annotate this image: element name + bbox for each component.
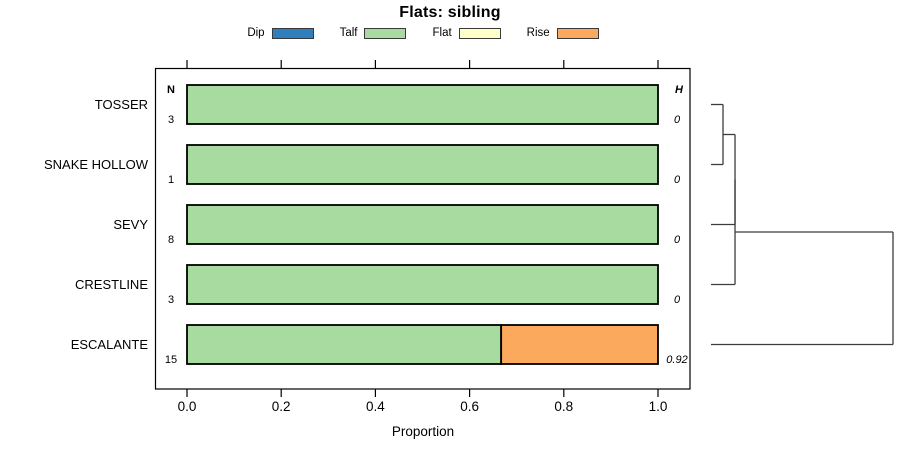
chart-title: Flats: sibling [399,4,501,21]
legend-item-talf: Talf [340,27,407,39]
legend-label-talf: Talf [339,27,358,39]
x-tick-label: 0.4 [366,399,385,414]
legend-swatch-flat [458,27,501,39]
bar-segment-talf [186,204,659,245]
legend-item-rise: Rise [527,27,599,39]
n-column-header: N [167,84,175,96]
x-tick-label: 0.6 [460,399,479,414]
plot-frame [154,67,691,390]
x-tick-label: 0.0 [178,399,197,414]
h-column-header: H [675,84,683,96]
legend: Dip Talf Flat Rise [155,26,691,40]
legend-label-flat: Flat [432,27,452,39]
bar-segment-talf [186,264,659,305]
legend-label-dip: Dip [247,27,265,39]
legend-swatch-rise [556,27,599,39]
legend-swatch-talf [364,27,407,39]
bar-segment-talf [186,324,503,365]
bar-segment-talf [186,84,659,125]
legend-item-dip: Dip [247,27,314,39]
x-tick-label: 0.2 [272,399,291,414]
bar-segment-talf [186,144,659,185]
legend-label-rise: Rise [526,27,550,39]
x-tick-label: 1.0 [649,399,668,414]
legend-swatch-dip [271,27,314,39]
x-axis-title: Proportion [391,424,455,439]
bar-segment-rise [500,324,659,365]
x-tick-label: 0.8 [554,399,573,414]
legend-item-flat: Flat [432,27,501,39]
